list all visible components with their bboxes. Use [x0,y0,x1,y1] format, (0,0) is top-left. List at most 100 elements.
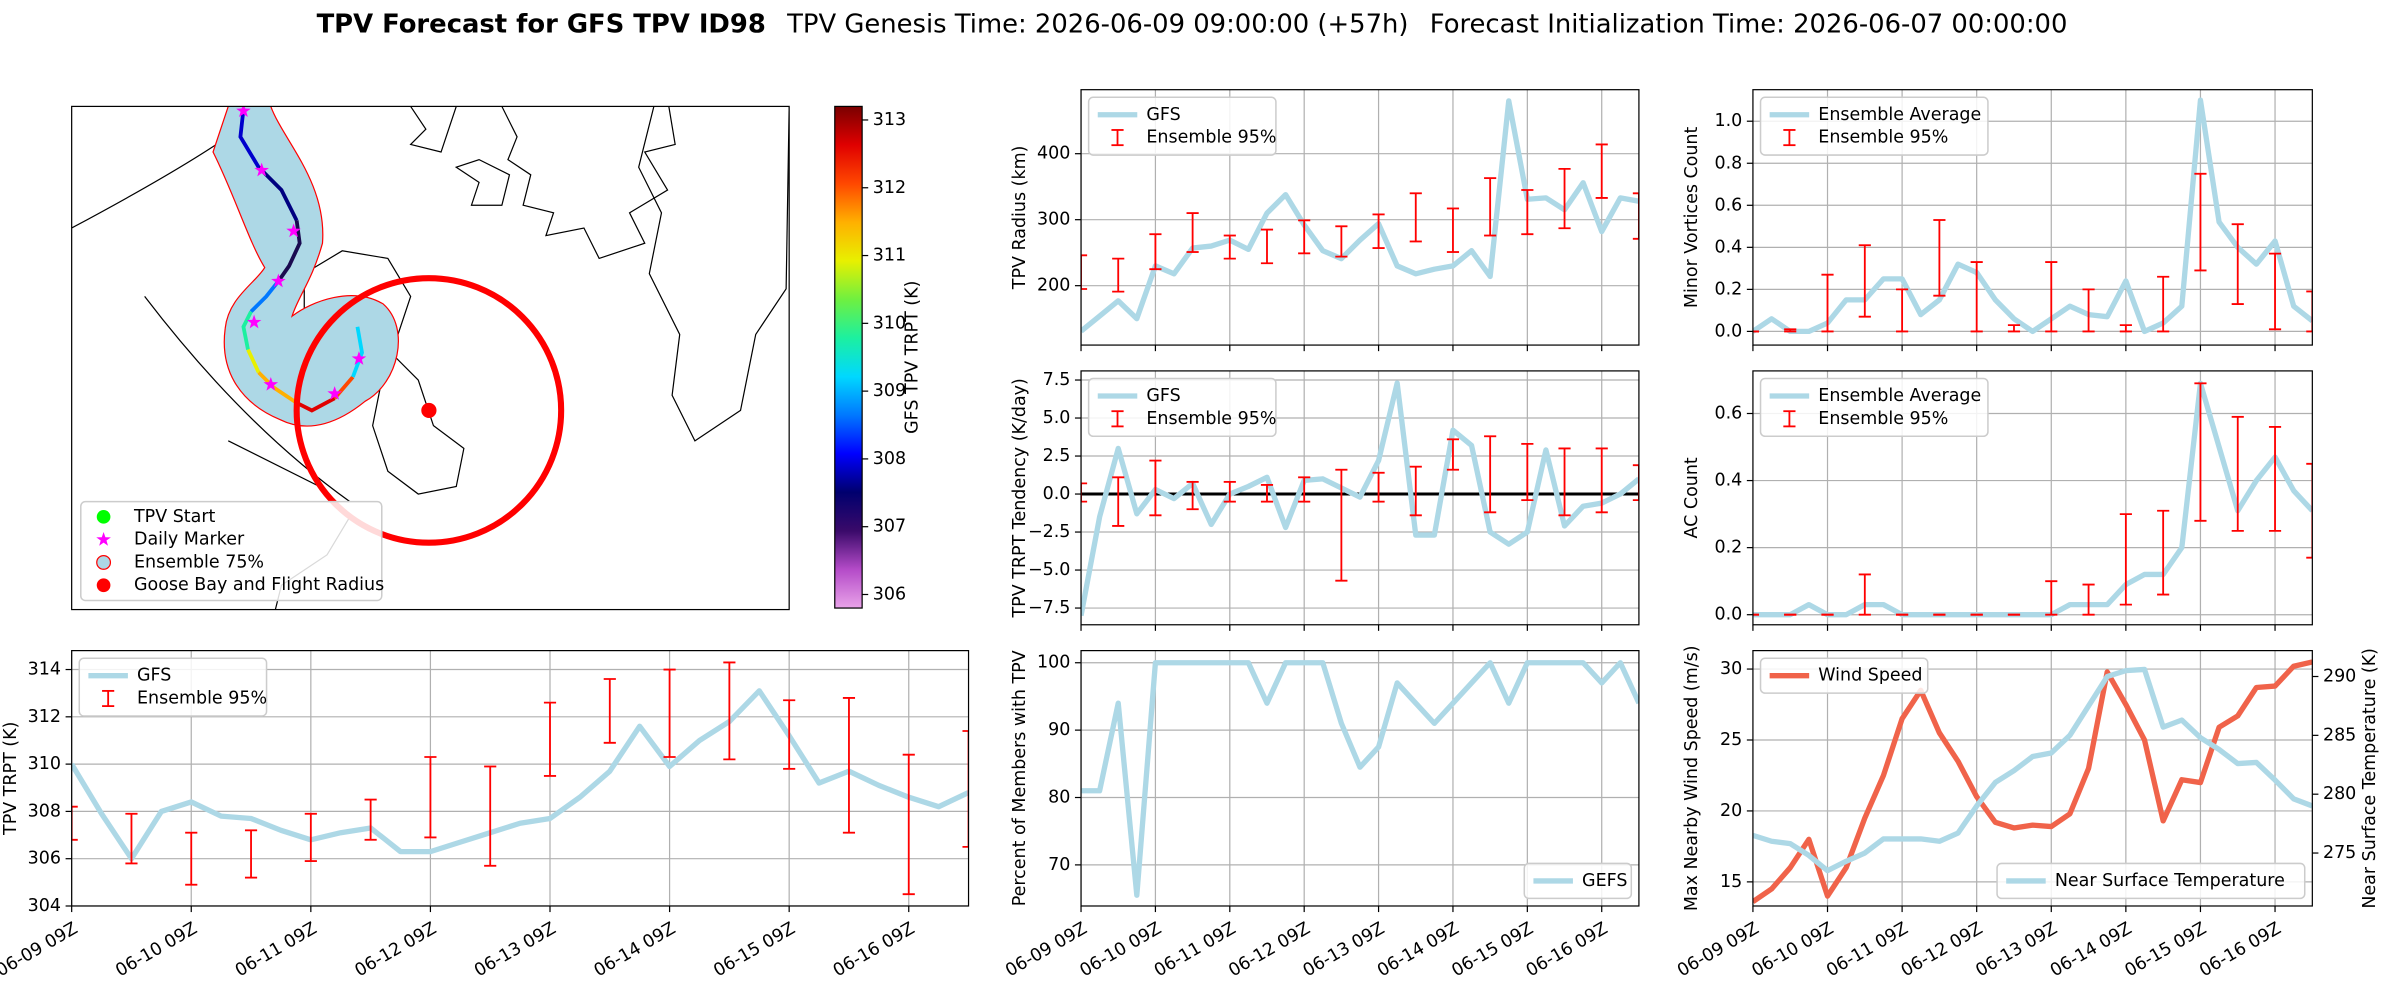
legend: Ensemble Average Ensemble 95% [1759,96,1989,156]
error-bar [2268,252,2282,331]
colorbar [834,105,863,609]
error-bar [1632,192,1639,240]
y-tick-label: 0.8 [1715,153,1743,173]
colorbar-tick-label: 306 [873,584,906,604]
legend-label: Daily Marker [134,530,245,550]
legend-box [1759,377,1989,438]
error-bar [1260,484,1274,503]
colorbar-tick-label: 312 [873,178,906,198]
legend-box [1087,377,1277,438]
error-bar [304,812,317,862]
axes-frame [1080,650,1640,907]
error-bar [2082,583,2095,616]
legend-label: GEFS [1582,871,1627,891]
goose-bay [421,402,437,419]
error-bar [723,661,736,761]
error-bar [1933,219,1946,297]
y-tick-label: 90 [1048,720,1070,740]
map-frame [71,105,790,611]
y-axis-label: Minor Vortices Count [1682,126,1702,308]
y-tick-label: 0.6 [1715,403,1743,423]
error-bar [1186,480,1199,511]
legend: GEFS [1523,862,1633,900]
legend: GFS Ensemble 95% [1087,96,1277,156]
line-series [1081,380,1639,617]
error-bar [1970,261,1983,333]
y-tick-label: 0.2 [1715,538,1743,558]
ensemble-75-region [212,106,399,427]
error-bar [1784,328,1797,333]
error-bar [1223,480,1236,503]
error-bar [2231,415,2244,532]
line-series [1081,98,1639,334]
map-legend: TPV Start Daily Marker Ensemble 75% Goos… [80,500,384,602]
axes-frame [1080,89,1640,346]
y-tick-label: 308 [28,801,61,821]
error-bar [125,812,138,865]
error-bar [1223,234,1236,260]
error-bar [1186,212,1199,253]
error-bar [1298,219,1311,255]
error-bar [1112,476,1125,527]
error-bar [2082,288,2095,333]
legend-swatch [96,578,111,593]
error-bar [424,756,437,839]
error-bar [2119,324,2132,333]
coastline [409,106,511,206]
error-bar [603,678,616,744]
y-tick-label: 100 [1037,653,1070,673]
y2-tick-label: 280 [2323,784,2356,804]
error-bar [962,730,969,848]
subtitle: TPV Genesis Time: 2026-06-09 09:00:00 (+… [786,9,1408,39]
legend-label: Near Surface Temperature [2055,871,2285,891]
error-bar [1558,447,1571,517]
error-bar [1595,447,1608,514]
legend-label: Ensemble 75% [134,552,264,572]
error-bar [364,798,377,841]
legend-box [1759,657,1929,694]
error-bar [244,829,258,879]
error-bar [2306,290,2313,333]
y2-tick-label: 290 [2323,667,2356,687]
error-bar [1081,482,1088,503]
legend-label: Goose Bay and Flight Radius [134,575,384,595]
y-tick-label: 20 [1720,801,1742,821]
error-bar [2157,275,2170,333]
y-tick-label: 0.4 [1715,237,1743,257]
y-tick-label: 70 [1048,855,1070,875]
y-tick-label: 300 [1037,210,1070,230]
legend-label: Ensemble 95% [1146,128,1276,148]
flight-radius [293,275,565,546]
y-tick-label: 304 [28,896,61,916]
legend-label: GFS [137,666,171,686]
error-bar [1409,192,1422,243]
axes-frame [1752,650,2313,907]
line-series [1081,660,1639,898]
error-bar [1112,257,1125,293]
y-axis-label: Percent of Members with TPV [1010,650,1030,906]
y-tick-label: 30 [1720,659,1742,679]
y-tick-label: 2.5 [1043,446,1071,466]
legend-label: Ensemble 95% [1818,409,1948,429]
error-bar [1446,438,1460,471]
error-bar [902,753,915,896]
error-bar [2007,324,2021,333]
y-tick-label: 310 [28,754,61,774]
legend-label: Ensemble 95% [1818,128,1948,148]
error-bar [1298,476,1311,503]
subtitle: Forecast Initialization Time: 2026-06-07… [1430,9,2068,39]
colorbar-tick-label: 308 [873,449,906,469]
y2-tick-label: 285 [2323,725,2356,745]
legend: Ensemble Average Ensemble 95% [1759,377,1989,438]
error-bar [1558,167,1571,230]
track [238,109,364,413]
legend-label: Ensemble Average [1818,386,1981,406]
y-tick-label: 7.5 [1043,370,1071,390]
map: TPV Start Daily Marker Ensemble 75% Goos… [71,105,790,611]
y-tick-label: 306 [28,849,61,869]
legend-box [1996,862,2306,900]
error-bar [2194,172,2207,272]
legend-box [80,500,383,602]
legend-label: Ensemble 95% [137,688,267,708]
y-tick-label: 15 [1720,872,1742,892]
